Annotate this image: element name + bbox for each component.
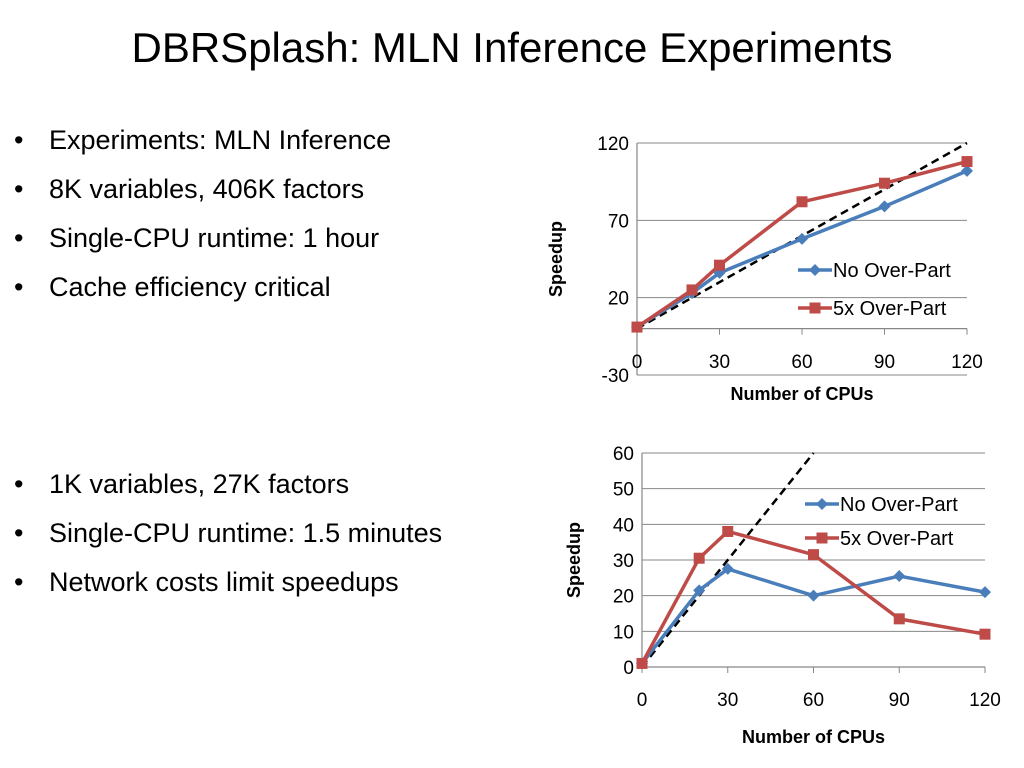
y-tick-label: -30 [602,366,629,387]
series-no-over-part-line [640,567,986,665]
series-no-over-part-point [721,562,734,575]
bullet-glyph: • [14,174,24,204]
legend-5x-over-part-marker [816,532,828,544]
series-5x-over-part-point [631,321,643,333]
x-tick-label: 30 [709,352,730,373]
slide-title: DBRSplash: MLN Inference Experiments [131,24,893,71]
legend-no-over-part-label: No Over-Part [833,260,951,282]
series-no-over-part-point [878,200,891,213]
y-tick-label: 0 [623,658,634,679]
bullet-item: • Cache efficiency critical [14,263,391,312]
series-5x-over-part-line [640,529,986,665]
ideal-speedup-line [641,452,815,668]
series-5x-over-part-point [796,196,808,208]
legend-no-over-part-marker [816,498,828,510]
series-no-over-part-point [893,570,906,583]
bullet-glyph: • [14,125,24,155]
x-tick-label: 60 [803,690,824,711]
bullet-text: Network costs limit speedups [49,567,399,597]
series-no-over-part-point [961,164,973,177]
bullet-item: • 8K variables, 406K factors [14,165,391,214]
series-5x-over-part-point [714,259,725,271]
legend-5x-over-part-marker [809,302,821,314]
series-5x-over-part-line [636,159,968,329]
y-tick-label: 20 [613,587,634,608]
bullet-text: 8K variables, 406K factors [49,174,365,204]
series-5x-over-part-point [693,552,705,564]
series-5x-over-part-point [961,156,973,168]
bullet-glyph: • [14,272,24,302]
bullet-text: 1K variables, 27K factors [49,469,350,499]
legend-no-over-part-label: No Over-Part [840,494,958,516]
bullet-text: Single-CPU runtime: 1.5 minutes [49,518,443,548]
y-tick-label: 60 [613,444,634,465]
x-axis-title: Number of CPUs [730,384,873,404]
y-tick-label: 40 [613,515,634,536]
y-axis-title: Speedup [546,221,566,297]
bullet-list-bottom: • 1K variables, 27K factors • Single-CPU r… [14,460,442,607]
series-no-over-part-point [979,586,991,599]
y-tick-label: 20 [608,289,629,310]
series-no-over-part-point [807,589,820,602]
bullet-item: • Single-CPU runtime: 1.5 minutes [14,509,442,558]
y-tick-label: 10 [613,622,634,643]
x-tick-label: 90 [889,690,910,711]
y-tick-label: 30 [613,551,634,572]
bullet-text: Experiments: MLN Inference [49,125,392,155]
series-5x-over-part-point [808,549,819,561]
x-tick-label: 0 [637,690,648,711]
series-5x-over-part-point [893,613,905,625]
legend-5x-over-part-label: 5x Over-Part [833,298,947,320]
series-5x-over-part-point [879,177,890,189]
legend-5x-over-part-label: 5x Over-Part [840,528,954,550]
series-5x-over-part-point [636,657,648,669]
bullet-item: • Experiments: MLN Inference [14,116,391,165]
bullet-text: Cache efficiency critical [49,272,331,302]
y-axis-title: Speedup [564,522,584,598]
x-tick-label: 90 [874,352,895,373]
bullet-item: • Network costs limit speedups [14,558,442,607]
x-tick-label: 120 [951,352,983,373]
bullet-glyph: • [14,518,24,548]
series-5x-over-part-point [979,628,991,640]
bullet-item: • Single-CPU runtime: 1 hour [14,214,391,263]
bullet-text: Single-CPU runtime: 1 hour [49,223,380,253]
series-no-over-part-point [693,584,706,597]
y-tick-label: 120 [597,134,629,155]
x-tick-label: 0 [632,352,643,373]
x-tick-label: 60 [791,352,812,373]
y-tick-label: 70 [608,211,629,232]
series-5x-over-part-point [686,284,698,296]
bullet-item: • 1K variables, 27K factors [14,460,442,509]
x-tick-label: 30 [717,690,738,711]
bullet-list-top: • Experiments: MLN Inference • 8K variable… [14,116,391,312]
y-tick-label: 50 [613,480,634,501]
bullet-glyph: • [14,567,24,597]
legend-no-over-part-marker [809,264,821,276]
series-5x-over-part-point [722,525,734,537]
x-tick-label: 120 [969,690,1001,711]
series-no-over-part-line [636,169,968,329]
series-no-over-part-point [796,232,808,245]
x-axis-title: Number of CPUs [742,727,885,747]
bullet-glyph: • [14,469,24,499]
bullet-glyph: • [14,223,24,253]
